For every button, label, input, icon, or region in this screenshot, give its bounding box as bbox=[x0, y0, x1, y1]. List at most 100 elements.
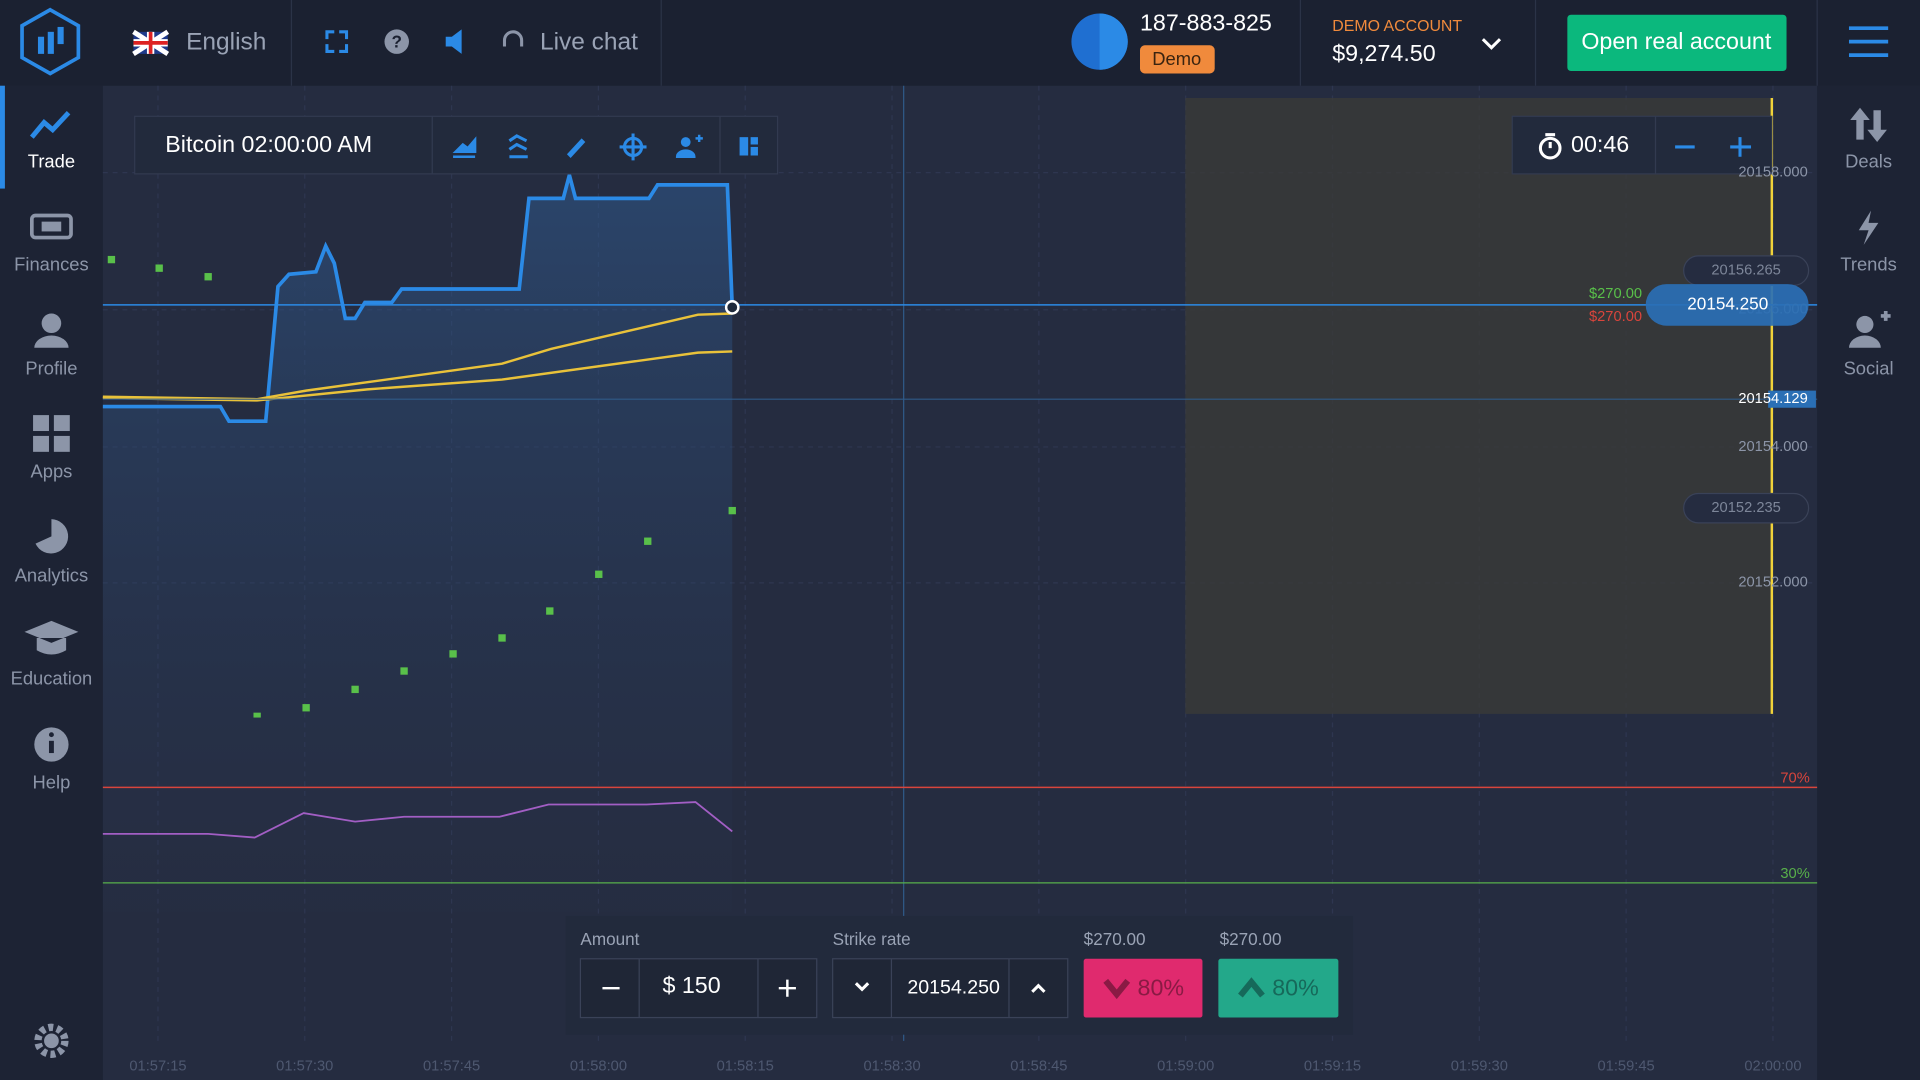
finances-icon bbox=[30, 213, 73, 240]
account-dropdown[interactable] bbox=[1481, 38, 1502, 50]
menu-icon[interactable] bbox=[1848, 26, 1889, 57]
timer-box bbox=[1511, 115, 1773, 175]
time-label: 01:59:45 bbox=[1598, 1058, 1655, 1074]
price-line bbox=[102, 167, 735, 424]
trends-icon bbox=[1858, 210, 1879, 245]
time-label: 01:58:15 bbox=[717, 1058, 774, 1074]
time-label: 01:57:45 bbox=[423, 1058, 480, 1074]
amount-input[interactable] bbox=[579, 958, 818, 1019]
expiry-zone bbox=[1185, 97, 1772, 714]
timer-icon bbox=[1538, 136, 1562, 160]
help-icon[interactable] bbox=[384, 29, 409, 54]
fullscreen-icon[interactable] bbox=[325, 30, 349, 53]
open-account-label: Open real account bbox=[1581, 28, 1772, 54]
price-label: 20152.000 bbox=[1738, 575, 1807, 591]
amount-plus[interactable] bbox=[778, 979, 796, 997]
nav-item[interactable]: Social bbox=[1844, 358, 1894, 379]
rsi-level: 30% bbox=[1780, 866, 1809, 882]
payout-up: $270.00 bbox=[1589, 286, 1642, 302]
price-marker-label: 20154.250 bbox=[1687, 293, 1768, 313]
time-label: 02:00:00 bbox=[1744, 1058, 1801, 1074]
put-button[interactable] bbox=[1083, 958, 1203, 1018]
chart-toolbar bbox=[134, 115, 779, 175]
current-point bbox=[724, 300, 740, 315]
language[interactable]: English bbox=[186, 28, 266, 55]
time-label: 01:58:30 bbox=[863, 1058, 920, 1074]
nav-item[interactable]: Analytics bbox=[15, 565, 88, 586]
nav-item[interactable]: Trends bbox=[1840, 254, 1896, 275]
education-icon bbox=[24, 620, 79, 655]
price-marker bbox=[1683, 492, 1810, 524]
parabolic-sar bbox=[107, 255, 736, 718]
social-icon bbox=[1848, 335, 1881, 348]
strike-value[interactable]: 20154.250 bbox=[907, 976, 1000, 998]
social-icon bbox=[1880, 311, 1891, 321]
strike-label: Strike rate bbox=[833, 929, 911, 949]
asset-name[interactable]: Bitcoin 02:00:00 AM bbox=[165, 131, 372, 157]
time-label: 01:59:15 bbox=[1304, 1058, 1361, 1074]
price-marker-label: 20154.129 bbox=[1738, 391, 1807, 407]
call-payout: $270.00 bbox=[1220, 929, 1282, 949]
help-icon-glyph: ? bbox=[392, 31, 402, 51]
crosshair-badge bbox=[1768, 390, 1816, 408]
trade-icon bbox=[29, 110, 71, 139]
put-payout: $270.00 bbox=[1084, 929, 1146, 949]
social-trading-icon[interactable] bbox=[680, 137, 691, 147]
nav-item[interactable]: Finances bbox=[14, 254, 89, 275]
nav-item[interactable]: Deals bbox=[1845, 151, 1892, 172]
nav-item[interactable]: Apps bbox=[30, 460, 72, 481]
timer-icon bbox=[1545, 133, 1556, 149]
flag bbox=[132, 29, 170, 56]
strike-up[interactable] bbox=[1031, 983, 1046, 993]
timer: 00:46 bbox=[1571, 131, 1629, 157]
live-chat[interactable]: Live chat bbox=[540, 28, 638, 55]
left-sidebar bbox=[0, 85, 103, 1080]
amount-label: Amount bbox=[580, 929, 639, 949]
finances-icon bbox=[41, 221, 62, 232]
help-nav-icon bbox=[48, 732, 54, 738]
put-percent: 80% bbox=[1138, 975, 1185, 1001]
profile-icon bbox=[34, 335, 69, 348]
rsi-line bbox=[102, 801, 733, 839]
draw-icon[interactable] bbox=[566, 138, 586, 158]
strike-down[interactable] bbox=[854, 982, 870, 992]
call-button[interactable] bbox=[1218, 958, 1339, 1018]
nav-item[interactable]: Education bbox=[11, 667, 93, 688]
chart-type-icon[interactable] bbox=[452, 136, 477, 158]
time-label: 01:58:00 bbox=[570, 1058, 627, 1074]
sound-icon[interactable] bbox=[445, 29, 462, 54]
nav-item[interactable]: Trade bbox=[28, 151, 75, 172]
put-arrow bbox=[1103, 978, 1131, 1000]
apps-icon bbox=[33, 415, 70, 452]
logo[interactable] bbox=[20, 7, 81, 76]
call-arrow bbox=[1238, 977, 1265, 998]
crosshair-icon[interactable] bbox=[619, 133, 647, 161]
current-price-badge bbox=[1645, 284, 1809, 326]
avatar-half bbox=[1099, 13, 1128, 70]
time-label: 01:59:30 bbox=[1451, 1058, 1508, 1074]
indicators-icon[interactable] bbox=[508, 134, 528, 159]
timer-plus[interactable] bbox=[1730, 137, 1752, 157]
open-account-button[interactable] bbox=[1567, 14, 1787, 72]
demo-badge-text: Demo bbox=[1152, 48, 1201, 69]
amount-value[interactable]: $ 150 bbox=[662, 972, 720, 998]
demo-badge bbox=[1140, 45, 1215, 74]
time-label: 01:57:30 bbox=[276, 1058, 333, 1074]
profile-icon bbox=[41, 313, 62, 334]
settings-icon bbox=[44, 1033, 59, 1049]
nav-item[interactable]: Help bbox=[33, 772, 71, 793]
separators bbox=[290, 0, 1818, 86]
chat-icon[interactable] bbox=[502, 30, 524, 47]
right-sidebar bbox=[1817, 85, 1920, 1080]
price-label: 20158.000 bbox=[1738, 165, 1807, 181]
nav-item[interactable]: Profile bbox=[25, 358, 77, 379]
time-label: 01:57:15 bbox=[129, 1058, 186, 1074]
account-type: DEMO ACCOUNT bbox=[1332, 18, 1462, 35]
layout-icon[interactable] bbox=[739, 137, 758, 156]
balance: $9,274.50 bbox=[1332, 40, 1436, 66]
price-area bbox=[102, 175, 733, 913]
social-trading-icon bbox=[675, 134, 703, 158]
strike-input[interactable] bbox=[832, 958, 1069, 1019]
